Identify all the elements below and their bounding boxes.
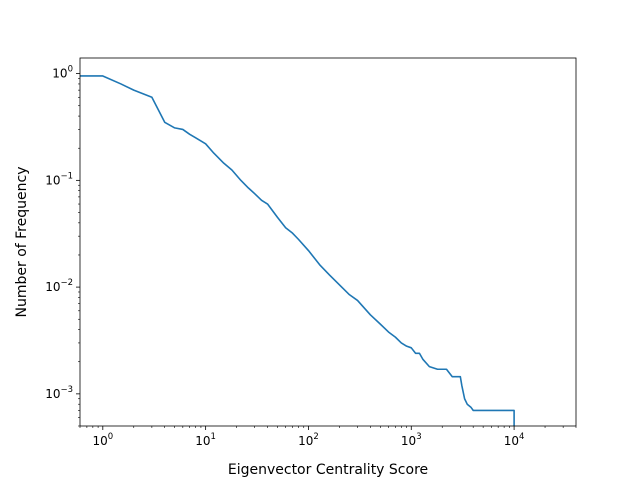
x-axis-label: Eigenvector Centrality Score — [228, 462, 428, 478]
series-layer — [80, 75, 515, 426]
x-tick-label-4: 104 — [504, 432, 525, 448]
plot-area — [80, 58, 576, 426]
plot-frame — [79, 57, 577, 427]
y-tick-label-2: 10−2 — [45, 278, 73, 294]
y-tick-label-1: 10−1 — [45, 171, 73, 187]
x-tick-label-3: 103 — [401, 432, 422, 448]
x-tick-label-2: 102 — [298, 432, 319, 448]
y-axis-label: Number of Frequency — [14, 167, 30, 318]
series-line-0 — [80, 75, 515, 426]
y-tick-label-3: 10−3 — [45, 385, 73, 401]
x-tick-label-0: 100 — [92, 432, 113, 448]
tick-layer: 100 101 102 103 104 100 10−1 10−2 10−3 — [45, 65, 577, 448]
y-tick-label-0: 100 — [52, 65, 73, 81]
x-tick-label-1: 101 — [195, 432, 216, 448]
